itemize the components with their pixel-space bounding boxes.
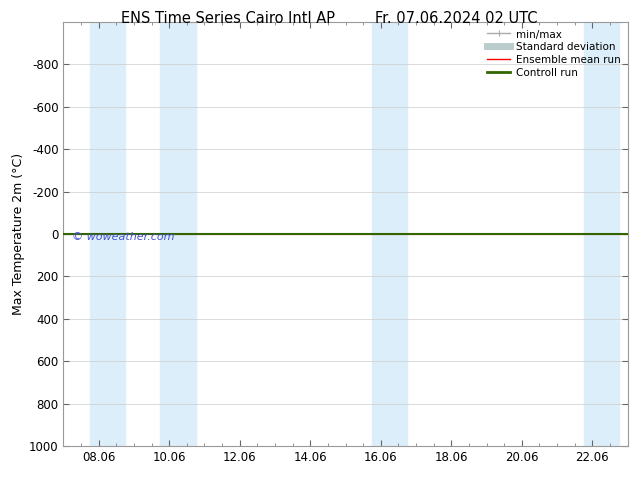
Y-axis label: Max Temperature 2m (°C): Max Temperature 2m (°C) [12,153,25,315]
Bar [160,22,196,446]
Bar [372,22,407,446]
Bar [90,22,125,446]
Text: Fr. 07.06.2024 02 UTC: Fr. 07.06.2024 02 UTC [375,11,538,26]
Text: ENS Time Series Cairo Intl AP: ENS Time Series Cairo Intl AP [121,11,335,26]
Legend: min/max, Standard deviation, Ensemble mean run, Controll run: min/max, Standard deviation, Ensemble me… [486,27,623,80]
Bar [583,22,619,446]
Text: © woweather.com: © woweather.com [72,232,174,242]
